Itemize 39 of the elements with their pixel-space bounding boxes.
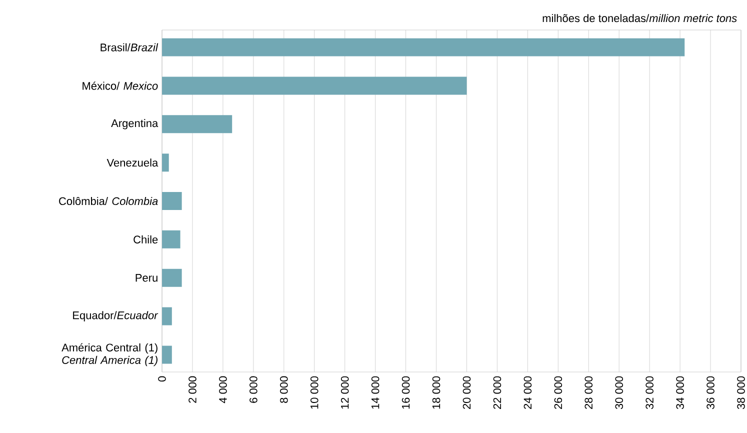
x-tick-label: 10 000 (310, 376, 318, 409)
x-tick-label: 34 000 (676, 376, 684, 410)
bar (162, 38, 685, 56)
x-tick-label: 38 000 (737, 376, 745, 410)
x-tick-label: 30 000 (615, 376, 623, 410)
y-tick-label: Equador/Ecuador (73, 311, 158, 322)
bar (162, 346, 172, 364)
y-tick-label: América Central (1) Central America (1) (62, 343, 158, 366)
bar (162, 307, 172, 326)
bar (162, 154, 169, 172)
chart-title: milhões de toneladas/million metric tons (542, 14, 737, 22)
y-tick-label: Chile (134, 235, 158, 244)
x-tick-label: 22 000 (493, 376, 502, 409)
bar (162, 115, 232, 134)
y-tick-label: Argentina (111, 119, 158, 130)
x-tick-label: 16 000 (402, 376, 410, 409)
x-tick-label: 4 000 (219, 376, 227, 404)
x-tick-label: 26 000 (554, 376, 562, 409)
bar (162, 192, 182, 210)
x-tick-label: 6 000 (250, 376, 258, 403)
x-tick-label: 36 000 (706, 376, 714, 410)
x-tick-label: 12 000 (340, 376, 349, 409)
y-tick-label: Venezuela (106, 158, 158, 167)
bar (162, 268, 182, 287)
x-tick-label: 14 000 (371, 376, 380, 409)
x-tick-label: 18 000 (432, 376, 440, 409)
y-tick-label: México/ Mexico (82, 82, 158, 90)
x-tick-label: 20 000 (462, 376, 471, 409)
x-tick-label: 24 000 (524, 376, 532, 409)
x-tick-label: 28 000 (584, 376, 593, 409)
x-tick-label: 8 000 (280, 376, 288, 403)
x-tick-label: 0 (158, 376, 166, 382)
y-tick-label: Brasil/Brazil (100, 43, 158, 52)
y-tick-label: Colômbia/ Colombia (59, 196, 158, 206)
y-tick-label: Peru (136, 274, 158, 282)
bar (162, 76, 467, 95)
x-tick-label: 2 000 (188, 376, 196, 403)
bar (162, 230, 180, 248)
x-tick-label: 32 000 (646, 376, 654, 410)
